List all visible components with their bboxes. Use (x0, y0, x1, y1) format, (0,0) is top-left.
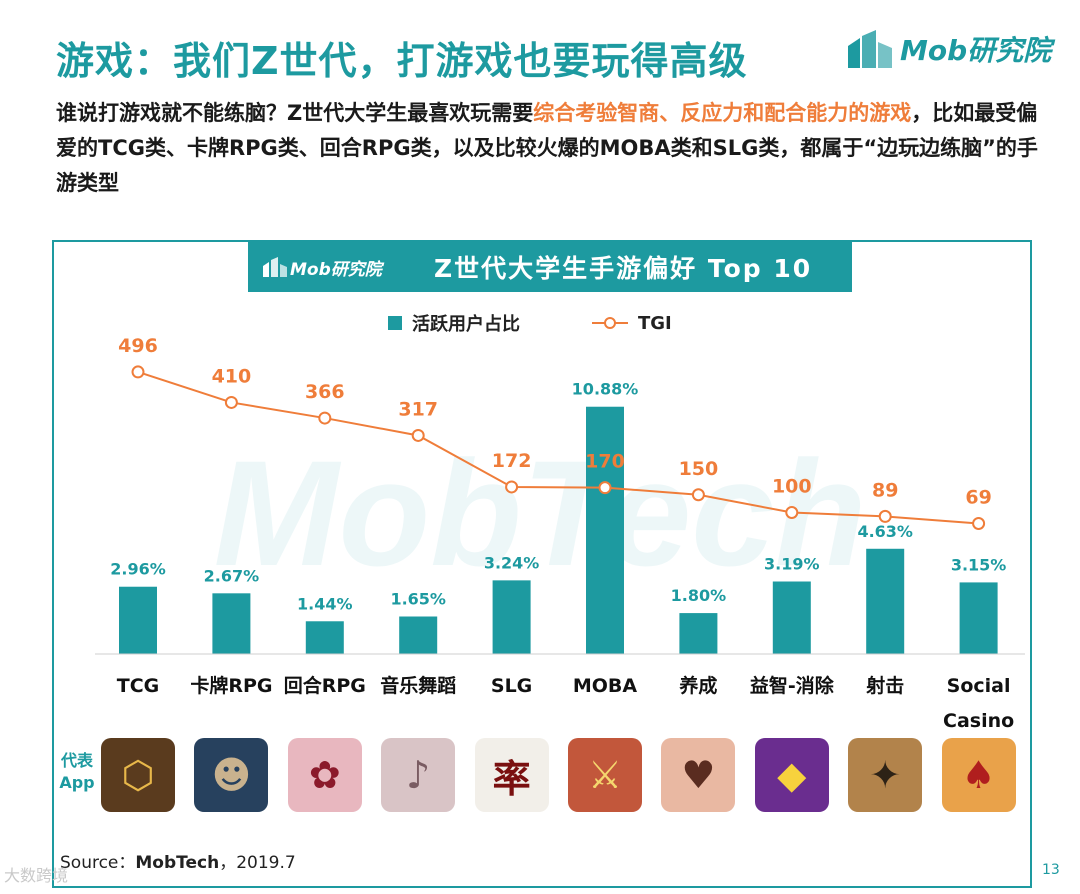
source-date: ，2019.7 (219, 853, 296, 873)
legend-line-label: TGI (638, 312, 672, 334)
bar-7 (772, 581, 811, 654)
chart-frame (52, 240, 1032, 888)
bar-value-label: 2.67% (204, 566, 260, 585)
category-label: 回合RPG (284, 674, 366, 697)
tgi-value-label: 366 (305, 381, 345, 403)
bar-value-label: 10.88% (572, 380, 639, 399)
bar-value-label: 1.80% (671, 586, 727, 605)
bar-value-label: 1.44% (297, 594, 353, 613)
bar-3 (399, 616, 438, 654)
music-game-icon: ♪ (381, 738, 456, 812)
tgi-point (505, 480, 519, 494)
banner-logo-icon (263, 257, 287, 277)
honor-of-kings-icon: ⚔ (568, 738, 642, 812)
bar-4 (492, 580, 531, 654)
pubg-mobile-icon: ✦ (848, 738, 923, 812)
page-number: 13 (1042, 862, 1060, 878)
tgi-value-label: 496 (118, 335, 158, 357)
bar-6 (679, 613, 718, 654)
bar-8 (866, 548, 905, 654)
banner-logo-text: Mob研究院 (290, 259, 382, 280)
category-label: 卡牌RPG (190, 674, 272, 697)
category-label: TCG (117, 675, 160, 697)
intro-highlight: 综合考验智商、反应力和配合能力的游戏 (533, 101, 912, 125)
onmyoji-icon: ✿ (287, 738, 362, 812)
tgi-value-label: 100 (772, 476, 812, 498)
bar-9 (959, 582, 998, 654)
tgi-value-label: 410 (212, 365, 252, 387)
tgi-point (878, 509, 892, 523)
mob-research-logo: Mob研究院 (846, 26, 1056, 72)
source-note: Source：MobTech，2019.7 (60, 848, 296, 873)
bar-2 (305, 621, 344, 654)
mobtech-watermark: MobTech (214, 429, 867, 597)
source-prefix: Source： (60, 853, 136, 873)
bar-value-label: 4.63% (857, 522, 913, 541)
category-label: MOBA (573, 675, 638, 697)
mob-logo-icon (848, 30, 892, 68)
corner-watermark: 大数跨境 (4, 866, 69, 885)
bar-value-label: 2.96% (110, 560, 166, 579)
banner-logo: Mob研究院 (262, 255, 412, 280)
tgi-point (785, 506, 799, 519)
bar-0 (119, 586, 157, 654)
category-label: 养成 (678, 674, 717, 697)
source-name: MobTech (135, 853, 220, 873)
category-label: 音乐舞蹈 (380, 674, 456, 697)
tgi-point (131, 365, 145, 379)
arknights-icon: ☻ (194, 738, 269, 812)
tgi-point (598, 481, 612, 495)
bar-value-label: 1.65% (390, 590, 446, 609)
chart-legend: 活跃用户占比 TGI (388, 310, 672, 336)
tgi-value-label: 172 (492, 450, 532, 472)
tgi-point (224, 395, 238, 409)
bar-5 (586, 406, 624, 654)
intro-text-2: ，比如最受偏爱的TCG类、卡牌RPG类、回合RPG类，以及比较火爆的MOBA类和… (56, 101, 1038, 195)
tgi-point (411, 428, 425, 442)
slg-game-icon: 率 (474, 738, 549, 812)
intro-paragraph: 谁说打游戏就不能练脑？Z世代大学生最喜欢玩需要综合考验智商、反应力和配合能力的游… (56, 96, 1041, 201)
tgi-value-label: 150 (679, 458, 719, 480)
category-label: 射击 (865, 674, 904, 697)
bar-value-label: 3.19% (764, 555, 820, 574)
category-label: Casino (943, 710, 1014, 732)
tgi-value-label: 170 (585, 451, 625, 473)
social-casino-icon: ♠ (941, 738, 1016, 812)
category-label: SLG (491, 675, 532, 697)
logo-text: Mob研究院 (900, 34, 1052, 67)
legend-bar-label: 活跃用户占比 (412, 314, 520, 335)
tgi-value-label: 89 (872, 479, 898, 501)
legend-bar-swatch (388, 316, 402, 330)
tgi-line (137, 370, 979, 525)
tgi-point (972, 517, 986, 531)
legend-line-swatch (592, 317, 628, 329)
hearthstone-icon: ⬡ (101, 738, 175, 812)
bar-value-label: 3.15% (951, 555, 1007, 574)
tgi-value-label: 69 (965, 487, 991, 509)
tgi-point (691, 488, 705, 502)
category-label: Social (947, 675, 1011, 697)
chart-title: Z世代大学生手游偏好 Top 10 (434, 254, 813, 283)
chart-title-banner: Mob研究院 Z世代大学生手游偏好 Top 10 (248, 242, 852, 292)
bar-1 (212, 593, 251, 654)
tgi-value-label: 317 (398, 398, 438, 420)
match-three-icon: ◆ (754, 738, 829, 812)
representative-app-label: 代表App (59, 751, 95, 792)
tgi-point (318, 411, 332, 425)
bar-value-label: 3.24% (484, 553, 540, 572)
page-title: 游戏：我们Z世代，打游戏也要玩得高级 (56, 39, 748, 83)
otome-game-icon: ♥ (661, 738, 736, 812)
category-label: 益智-消除 (750, 674, 835, 697)
intro-text-1: 谁说打游戏就不能练脑？Z世代大学生最喜欢玩需要 (56, 101, 534, 125)
